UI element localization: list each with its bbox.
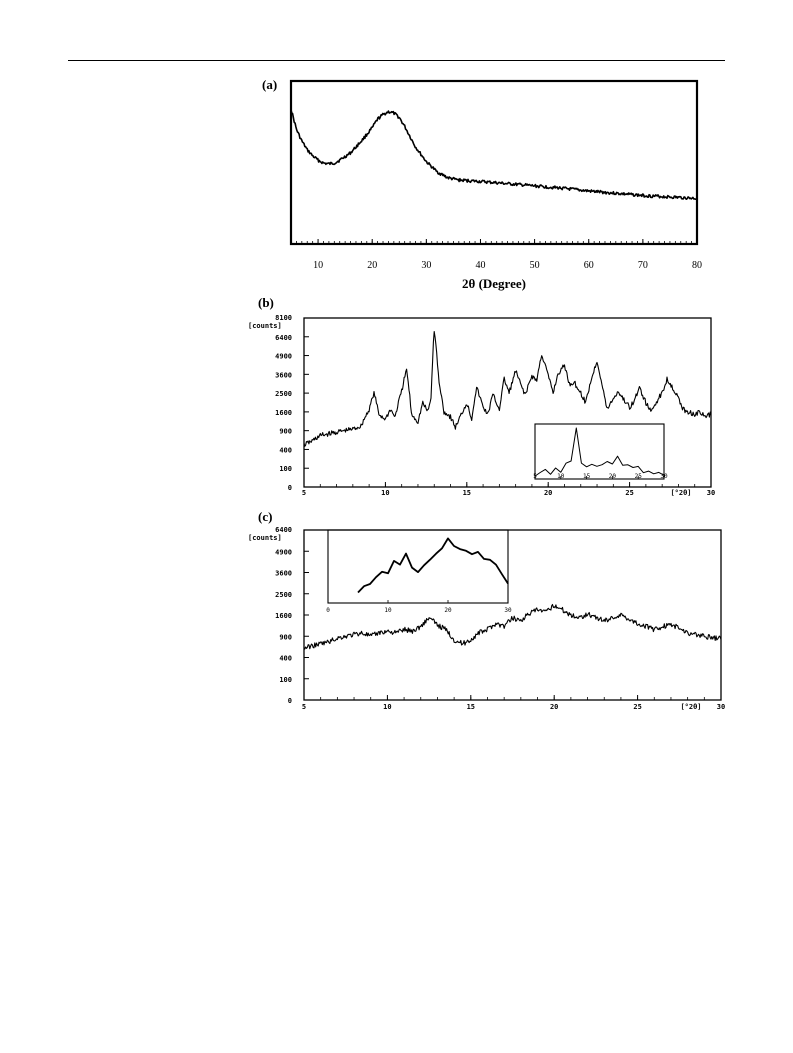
x-tick-label: 20 (544, 489, 552, 497)
inset-x-tick-label: 20 (609, 473, 617, 480)
inset-x-tick-label: 10 (557, 473, 565, 480)
inset-x-tick-label: 20 (444, 607, 452, 614)
inset-frame (534, 423, 665, 480)
y-tick-label: 100 (279, 465, 292, 473)
y-tick-label: 2500 (275, 390, 292, 398)
plot-frame (303, 317, 712, 488)
inset-x-tick-label: 30 (660, 473, 668, 480)
inset-chart: 0 10 20 30 (326, 529, 512, 614)
x-tick-label: 15 (463, 489, 471, 497)
inset-x-tick-label: 5 (533, 473, 537, 480)
series-line (303, 331, 712, 447)
x-tick-label: 5 (302, 489, 306, 497)
inset-x-tick-label: 15 (583, 473, 591, 480)
x-tick-label: 15 (467, 703, 475, 711)
y-tick-label: 2500 (275, 591, 292, 599)
panel-label: (b) (258, 295, 274, 310)
x-tick-label: 30 (707, 489, 715, 497)
header-rule (68, 60, 725, 61)
inset-chart: 5 10 15 20 25 30 (533, 423, 668, 480)
x-tick-label: 40 (475, 260, 485, 271)
y-tick-label: 400 (279, 655, 292, 663)
x-tick-label: 70 (638, 260, 648, 271)
x-tick-label: 30 (717, 703, 725, 711)
y-tick-label: 6400 (275, 526, 292, 534)
plot-frame (289, 79, 699, 246)
series-line (290, 109, 698, 200)
y-tick-label: 400 (279, 446, 292, 454)
chart-panel-3: (c)5 10 15 20 25 30[°2θ][counts]0100400900160… (248, 509, 725, 711)
y-tick-label: 900 (279, 428, 292, 436)
panel-label: (a) (262, 77, 277, 92)
x-tick-label: 5 (302, 703, 306, 711)
inset-x-tick-label: 0 (326, 607, 330, 614)
y-tick-label: 0 (288, 697, 292, 705)
x-tick-label: 10 (313, 260, 323, 271)
y-tick-label: 0 (288, 484, 292, 492)
y-tick-label: 1600 (275, 409, 292, 417)
x-axis-label: [°2θ] (670, 489, 691, 497)
x-tick-label: 25 (633, 703, 641, 711)
x-axis-label: 2θ (Degree) (462, 276, 526, 291)
inset-x-tick-label: 25 (635, 473, 643, 480)
x-tick-label: 10 (383, 703, 391, 711)
series-line (303, 603, 722, 650)
x-tick-label: 30 (421, 260, 431, 271)
x-tick-label: 50 (530, 260, 540, 271)
y-tick-label: 100 (279, 676, 292, 684)
chart-panel-2: (b) 5 10 15 20 25 30 [°2θ] [counts] 0 100 400 900 160… (248, 295, 715, 497)
x-tick-label: 80 (692, 260, 702, 271)
inset-series-line (534, 427, 665, 477)
y-tick-label: 1600 (275, 612, 292, 620)
x-tick-label: 20 (550, 703, 558, 711)
plot-frame (303, 529, 722, 701)
y-tick-label: 4900 (275, 353, 292, 361)
y-tick-label: 3600 (275, 371, 292, 379)
panel-label: (c) (258, 509, 272, 524)
y-tick-label: 8100 (275, 314, 292, 322)
y-axis-label: [counts] (248, 322, 282, 330)
x-axis-label: [°2θ] (680, 703, 701, 711)
x-tick-label: 20 (367, 260, 377, 271)
x-tick-label: 25 (625, 489, 633, 497)
x-tick-label: 60 (584, 260, 594, 271)
inset-series-line (357, 537, 509, 594)
y-axis-label: [counts] (248, 534, 282, 542)
x-tick-label: 10 (381, 489, 389, 497)
inset-frame (327, 529, 509, 604)
y-tick-label: 4900 (275, 548, 292, 556)
chart-panel-1: (a) 10 20 30 40 50 60 70 80 2θ (Degree) (262, 77, 702, 291)
y-tick-label: 3600 (275, 570, 292, 578)
y-tick-label: 6400 (275, 334, 292, 342)
y-tick-label: 900 (279, 633, 292, 641)
inset-x-tick-label: 10 (384, 607, 392, 614)
inset-x-tick-label: 30 (504, 607, 512, 614)
